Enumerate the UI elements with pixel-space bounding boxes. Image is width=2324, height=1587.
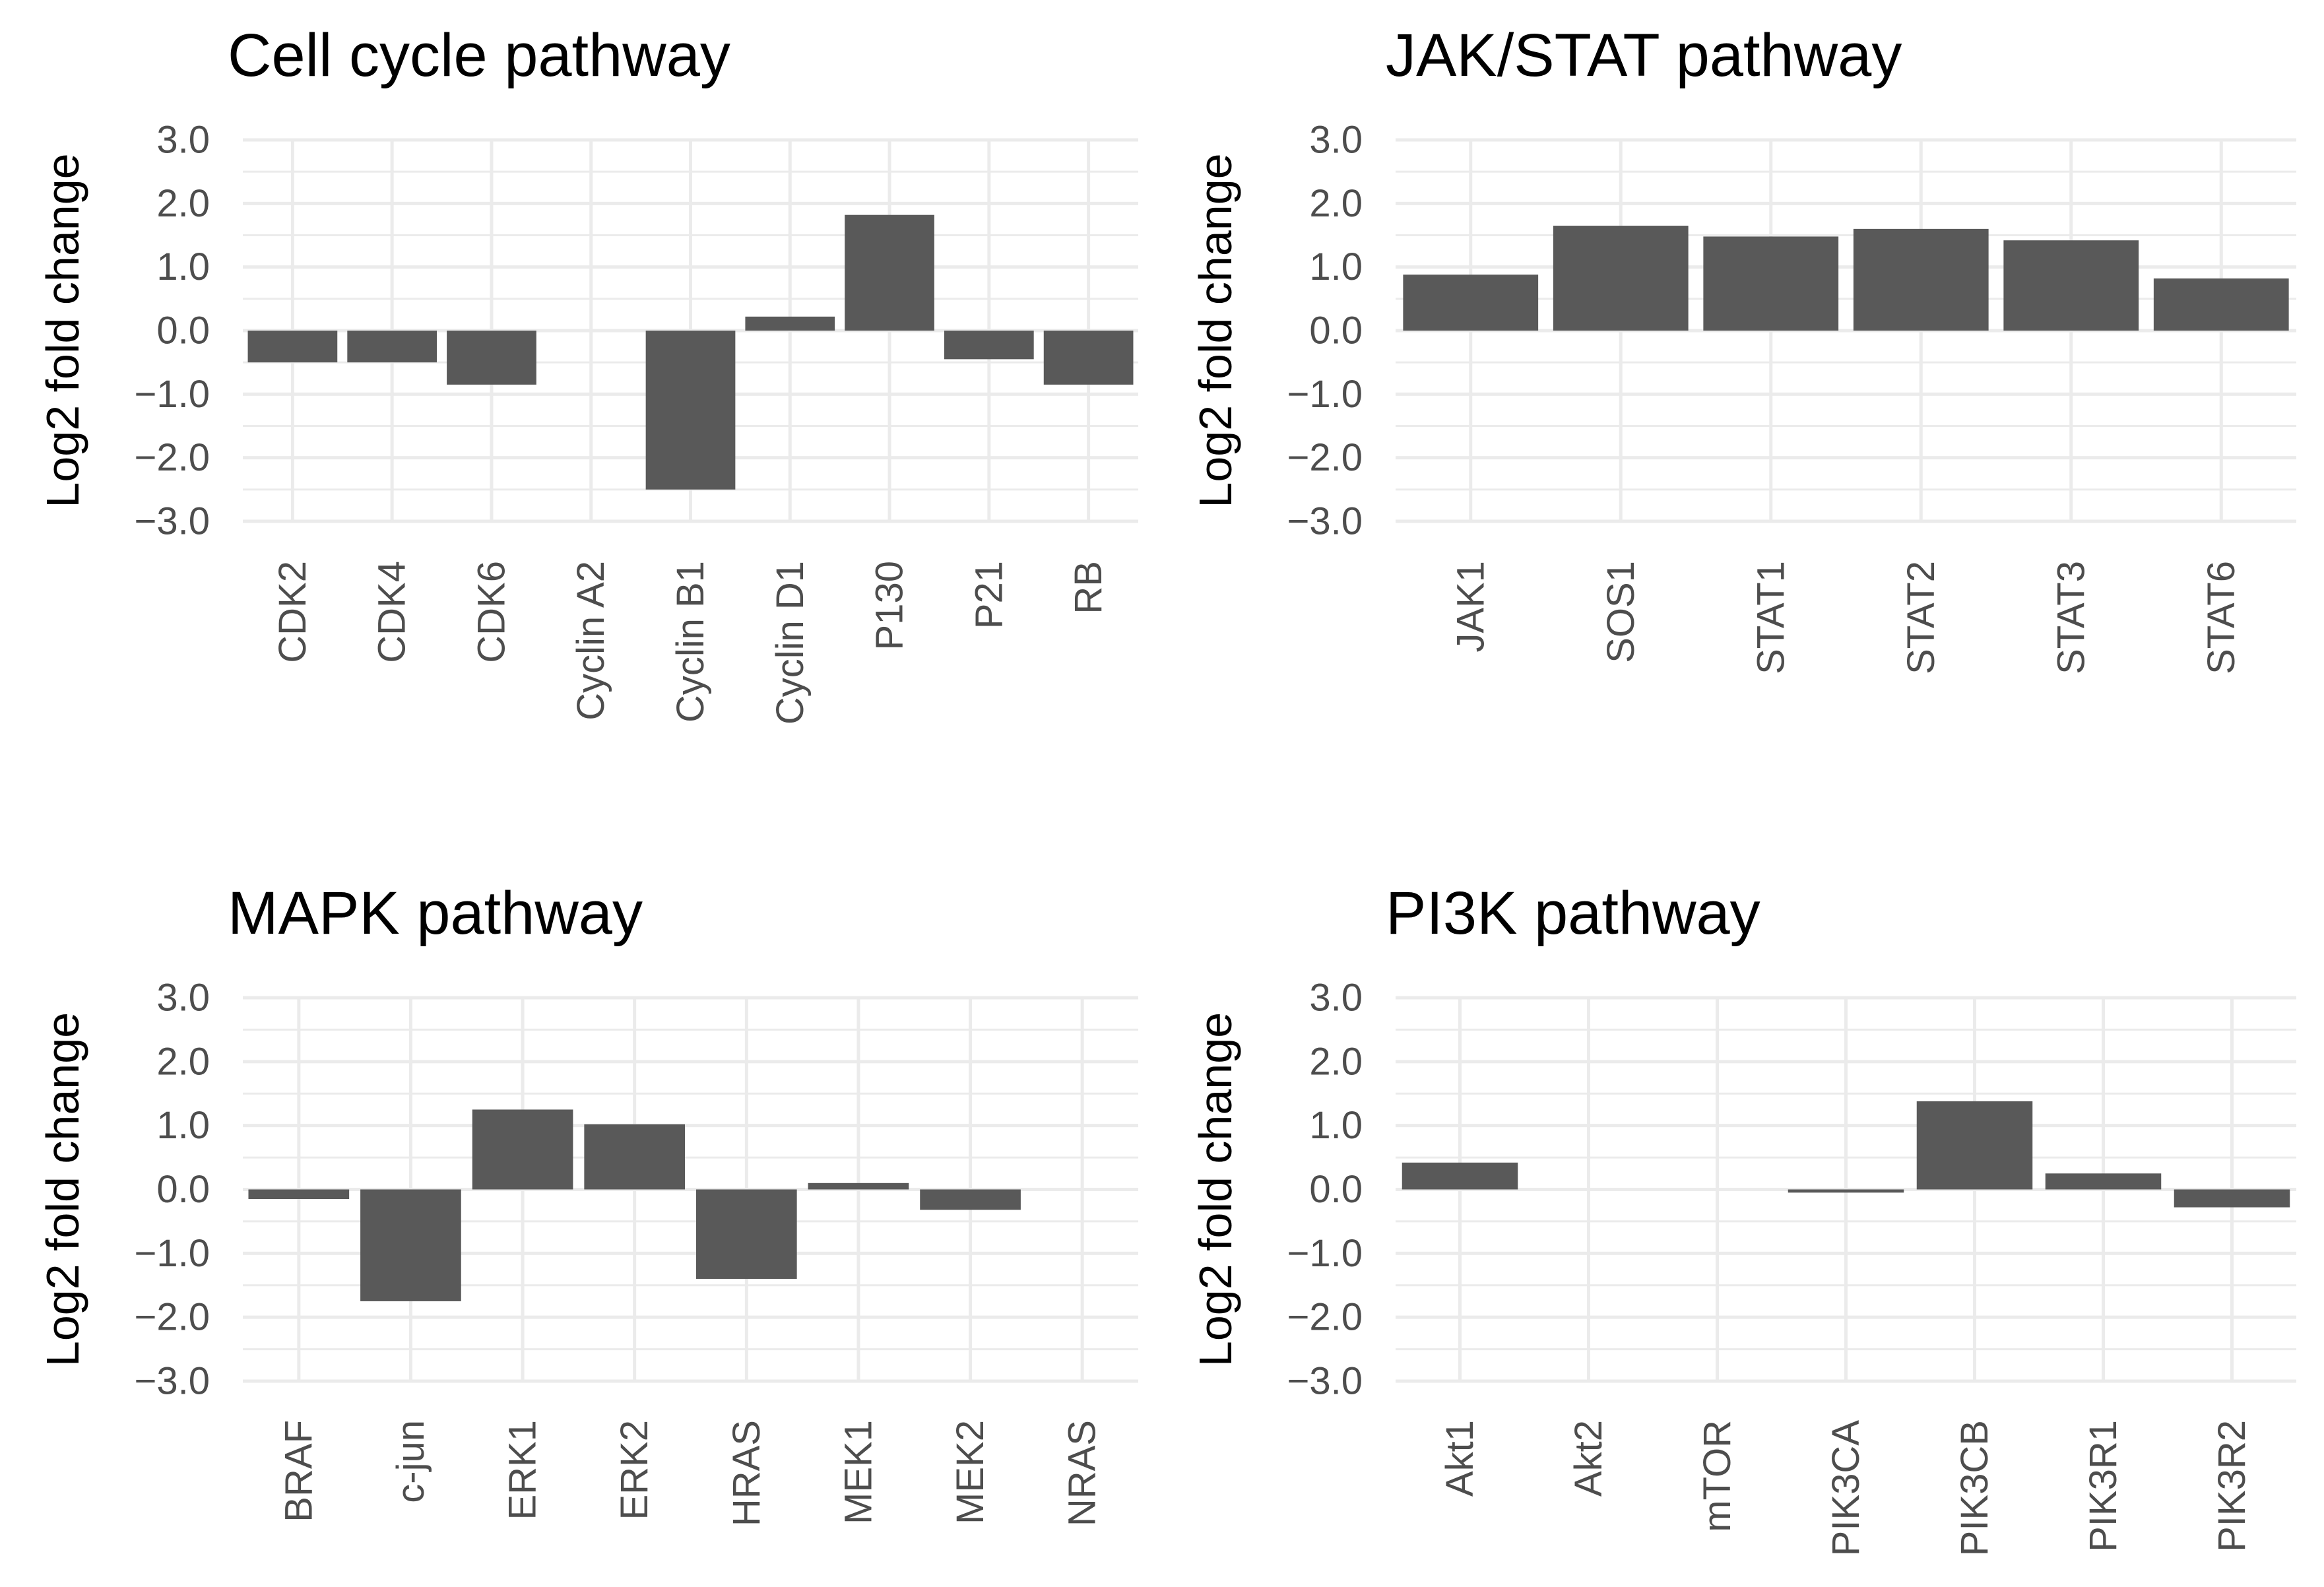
y-tick-label: −2.0 bbox=[1287, 436, 1363, 479]
bar-pik3cb bbox=[1916, 1101, 2033, 1190]
bar-cdk6 bbox=[447, 331, 536, 385]
y-tick-label: −2.0 bbox=[1287, 1296, 1363, 1339]
x-tick-label: PIK3CB bbox=[1953, 1420, 1996, 1556]
y-tick-label: −3.0 bbox=[135, 1360, 210, 1403]
bar-pik3ca bbox=[1788, 1189, 1904, 1193]
x-tick-label: MEK1 bbox=[837, 1420, 880, 1524]
x-tick-label: mTOR bbox=[1696, 1420, 1739, 1532]
bar-mek1 bbox=[808, 1182, 909, 1190]
y-tick-label: 3.0 bbox=[1309, 119, 1363, 162]
bar-jak1 bbox=[1403, 275, 1539, 331]
bar-cyclin-d1 bbox=[745, 316, 835, 331]
y-axis-title: Log2 fold change bbox=[1190, 1012, 1241, 1367]
x-tick-label: P21 bbox=[967, 561, 1010, 629]
y-tick-label: −3.0 bbox=[1287, 500, 1363, 543]
y-tick-label: −1.0 bbox=[135, 373, 210, 416]
x-tick-label: ERK1 bbox=[501, 1420, 544, 1520]
x-tick-label: PIK3R2 bbox=[2211, 1420, 2253, 1552]
bar-erk2 bbox=[584, 1124, 686, 1190]
x-tick-label: Cyclin A2 bbox=[569, 561, 612, 721]
y-tick-label: 2.0 bbox=[156, 1040, 210, 1083]
chart-title: MAPK pathway bbox=[228, 880, 643, 947]
x-tick-label: STAT6 bbox=[2200, 561, 2243, 674]
x-tick-label: CDK4 bbox=[371, 561, 414, 663]
y-tick-label: 0.0 bbox=[1309, 1168, 1363, 1211]
x-tick-label: BRAF bbox=[277, 1420, 320, 1522]
y-tick-label: 2.0 bbox=[1309, 182, 1363, 225]
chart-panel-3: 3.0 2.0 1.0 0.0 −1.0 −2.0 −3.0 BRAF c-jun ERK1 ERK… bbox=[37, 880, 1138, 1526]
bar-pik3r1 bbox=[2045, 1173, 2162, 1190]
bar-c-jun bbox=[360, 1189, 461, 1301]
y-axis-title: Log2 fold change bbox=[37, 1012, 88, 1367]
bar-cdk2 bbox=[247, 331, 338, 363]
chart-title: Cell cycle pathway bbox=[228, 22, 730, 89]
bar-sos1 bbox=[1553, 226, 1689, 331]
bar-hras bbox=[695, 1189, 797, 1279]
bar-akt1 bbox=[1402, 1162, 1518, 1190]
bar-mek2 bbox=[920, 1189, 1021, 1210]
y-tick-label: −2.0 bbox=[135, 436, 210, 479]
x-tick-label: JAK1 bbox=[1449, 561, 1492, 653]
chart-panel-1: 3.0 2.0 1.0 0.0 −1.0 −2.0 −3.0 CDK2 CDK4 CDK6 Cycl… bbox=[37, 22, 1138, 725]
y-tick-label: 3.0 bbox=[1309, 977, 1363, 1020]
y-tick-label: −1.0 bbox=[135, 1232, 210, 1275]
x-tick-label: Cyclin D1 bbox=[769, 561, 812, 725]
x-tick-label: STAT2 bbox=[1900, 561, 1943, 674]
y-tick-label: 1.0 bbox=[156, 245, 210, 288]
y-tick-label: 0.0 bbox=[1309, 309, 1363, 352]
bar-stat1 bbox=[1703, 236, 1839, 331]
x-tick-label: STAT1 bbox=[1749, 561, 1792, 674]
y-tick-label: −3.0 bbox=[135, 500, 210, 543]
y-tick-label: −2.0 bbox=[135, 1296, 210, 1339]
y-tick-label: 2.0 bbox=[156, 182, 210, 225]
bar-erk1 bbox=[472, 1109, 573, 1190]
bar-cdk4 bbox=[347, 331, 437, 363]
y-tick-label: 0.0 bbox=[156, 309, 210, 352]
y-axis-title: Log2 fold change bbox=[1190, 153, 1241, 507]
y-tick-label: 1.0 bbox=[1309, 245, 1363, 288]
y-tick-label: 3.0 bbox=[156, 119, 210, 162]
bar-stat2 bbox=[1853, 228, 1989, 331]
x-tick-label: ERK2 bbox=[613, 1420, 656, 1520]
bar-p130 bbox=[845, 214, 934, 331]
y-tick-label: 0.0 bbox=[156, 1168, 210, 1211]
x-tick-label: MEK2 bbox=[949, 1420, 992, 1524]
bar-cyclin-b1 bbox=[645, 331, 736, 490]
bar-stat6 bbox=[2153, 278, 2289, 331]
x-tick-label: CDK2 bbox=[271, 561, 314, 663]
x-tick-label: RB bbox=[1067, 561, 1110, 614]
y-tick-label: 1.0 bbox=[1309, 1104, 1363, 1147]
y-tick-label: −3.0 bbox=[1287, 1360, 1363, 1403]
y-tick-label: 1.0 bbox=[156, 1104, 210, 1147]
chart-title: PI3K pathway bbox=[1386, 880, 1760, 947]
x-tick-label: HRAS bbox=[725, 1420, 768, 1526]
x-tick-label: Cyclin B1 bbox=[669, 561, 712, 723]
x-tick-label: Akt2 bbox=[1567, 1420, 1610, 1497]
y-tick-label: −1.0 bbox=[1287, 373, 1363, 416]
x-tick-label: PIK3CA bbox=[1824, 1420, 1867, 1557]
x-tick-label: Akt1 bbox=[1438, 1420, 1481, 1497]
y-tick-label: 2.0 bbox=[1309, 1040, 1363, 1083]
x-tick-label: c-jun bbox=[389, 1420, 432, 1503]
x-tick-label: PIK3R1 bbox=[2082, 1420, 2125, 1552]
bar-braf bbox=[248, 1189, 350, 1200]
y-tick-label: −1.0 bbox=[1287, 1232, 1363, 1275]
x-tick-label: P130 bbox=[868, 561, 911, 650]
x-tick-label: SOS1 bbox=[1599, 561, 1642, 663]
bar-p21 bbox=[944, 331, 1034, 360]
x-tick-label: CDK6 bbox=[470, 561, 513, 663]
bar-pik3r2 bbox=[2174, 1189, 2290, 1208]
x-tick-label: STAT3 bbox=[2050, 561, 2092, 674]
chart-title: JAK/STAT pathway bbox=[1386, 22, 1902, 89]
bar-stat3 bbox=[2003, 240, 2139, 331]
bar-rb bbox=[1043, 331, 1134, 385]
chart-panel-2: 3.0 2.0 1.0 0.0 −1.0 −2.0 −3.0 JAK1 SOS1 STAT1 STA… bbox=[1190, 22, 2296, 674]
chart-panel-4: 3.0 2.0 1.0 0.0 −1.0 −2.0 −3.0 Akt1 Akt2 mTOR PIK3… bbox=[1190, 880, 2296, 1556]
y-axis-title: Log2 fold change bbox=[37, 153, 88, 507]
y-tick-label: 3.0 bbox=[156, 977, 210, 1020]
x-tick-label: NRAS bbox=[1061, 1420, 1104, 1526]
